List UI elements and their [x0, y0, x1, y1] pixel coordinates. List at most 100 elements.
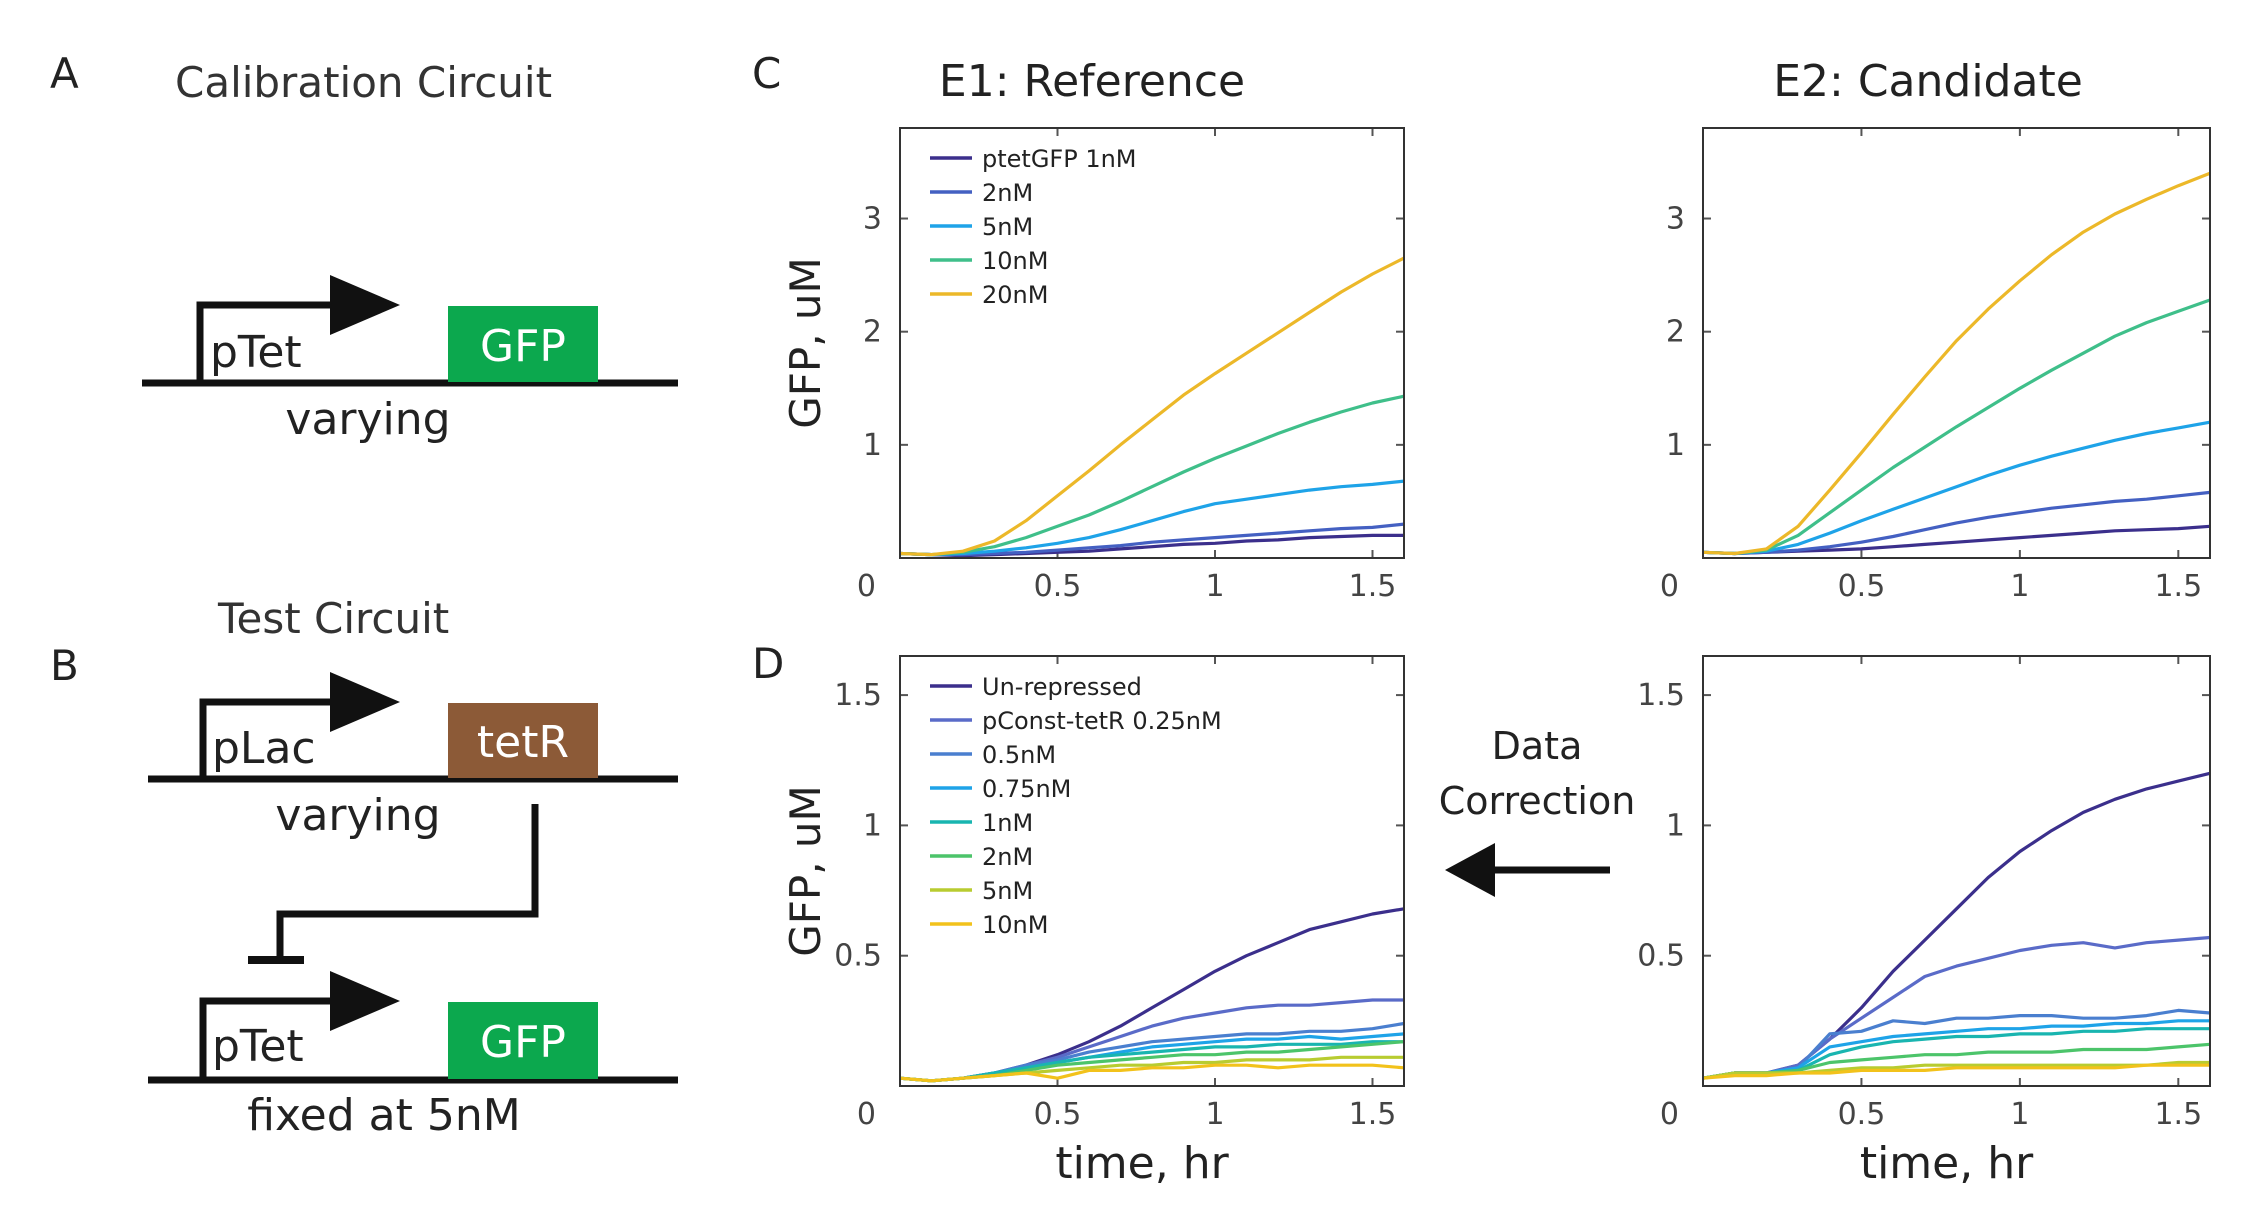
left-arrow-icon [1445, 843, 1495, 897]
series-line [899, 394, 1405, 557]
series-line [1702, 171, 2211, 556]
legend-entry: 20nM [982, 281, 1048, 309]
gene-box [448, 306, 598, 382]
series-line [1702, 298, 2211, 556]
chart-d-candidate: 0.5 1 1.5 0.5 1 1.5 0 time, hr [1637, 655, 2211, 1189]
gene-label-2: GFP [480, 1017, 566, 1068]
series-line [899, 256, 1405, 557]
gene-label: GFP [480, 321, 566, 372]
x-tick-label: 1.5 [2154, 1097, 2202, 1132]
origin-tick-label: 0 [1660, 569, 1679, 604]
series-line [899, 1063, 1405, 1083]
chart-c-reference: 0.5 1 1.5 1 2 3 0 GFP, uM ptetGFP 1nM 2nM 5nM 10nM 2… [781, 127, 1405, 604]
correction-line-1: Data [1492, 724, 1583, 768]
y-tick-label: 1 [1666, 808, 1685, 843]
series-line [899, 522, 1405, 557]
dna-caption-2: fixed at 5nM [247, 1090, 520, 1141]
y-tick-label: 3 [863, 202, 882, 237]
y-tick-label: 1 [863, 428, 882, 463]
origin-tick-label: 0 [1660, 1097, 1679, 1132]
x-tick-label: 1.5 [2154, 569, 2202, 604]
x-tick-label: 1 [1205, 569, 1224, 604]
legend-entry: 1nM [982, 809, 1033, 837]
y-tick-label: 1 [1666, 428, 1685, 463]
x-tick-label: 1 [2010, 569, 2029, 604]
y-tick-label: 2 [863, 315, 882, 350]
series-line [899, 907, 1405, 1083]
panel-b-letter: B [50, 641, 79, 690]
legend-entry: Un-repressed [982, 673, 1142, 701]
panel-d-letter: D [752, 639, 784, 688]
series-line [899, 479, 1405, 557]
promoter-arrow-icon [199, 997, 338, 1080]
legend-entry: 2nM [982, 179, 1033, 207]
series-line [899, 1040, 1404, 1083]
series-line [1702, 1042, 2211, 1080]
panel-a: A Calibration Circuit pTet GFP varying [50, 49, 678, 445]
y-tick-label: 0.5 [1637, 939, 1685, 974]
x-tick-label: 1 [2010, 1097, 2029, 1132]
axes-frame [1702, 127, 2211, 559]
legend-entry: 5nM [982, 877, 1033, 905]
y-tick-label: 2 [1666, 315, 1685, 350]
promoter-label-2: pTet [212, 1021, 304, 1072]
panel-a-letter: A [50, 49, 79, 98]
y-tick-label: 1 [863, 808, 882, 843]
legend-entry: 0.5nM [982, 741, 1056, 769]
gene-label-1: tetR [477, 717, 569, 768]
panel-b: B Test Circuit pLac tetR varying pTet GF… [50, 594, 678, 1141]
y-tick-label: 1.5 [834, 678, 882, 713]
dna-caption-1: varying [275, 790, 440, 841]
column-title-candidate: E2: Candidate [1773, 56, 2083, 107]
x-tick-label: 1.5 [1349, 569, 1397, 604]
y-axis-label: GFP, uM [781, 257, 830, 429]
x-tick-label: 1 [1205, 1097, 1224, 1132]
promoter-arrow-icon [196, 301, 338, 383]
legend-entry: 10nM [982, 911, 1048, 939]
axes-frame [899, 655, 1405, 1087]
origin-tick-label: 0 [857, 569, 876, 604]
x-tick-label: 0.5 [1034, 1097, 1082, 1132]
repression-arc [276, 804, 539, 958]
y-tick-label: 3 [1666, 202, 1685, 237]
series-line [1702, 1019, 2210, 1080]
x-tick-label: 0.5 [1838, 569, 1886, 604]
axes-frame [1702, 655, 2211, 1087]
promoter-label-1: pLac [212, 723, 316, 774]
series-line [1702, 490, 2211, 556]
origin-tick-label: 0 [857, 1097, 876, 1132]
axes-frame [899, 127, 1405, 559]
series-line [1702, 935, 2211, 1080]
promoter-label: pTet [210, 327, 302, 378]
arrowhead-icon [330, 275, 400, 335]
legend-entry: 0.75nM [982, 775, 1071, 803]
series-line [1702, 420, 2211, 556]
x-axis-label: time, hr [1055, 1138, 1229, 1189]
column-title-reference: E1: Reference [939, 56, 1245, 107]
legend-entry: pConst-tetR 0.25nM [982, 707, 1222, 735]
arrowhead-icon [330, 971, 400, 1031]
gene-box-1 [448, 703, 598, 778]
x-tick-label: 1.5 [1349, 1097, 1397, 1132]
panel-a-title: Calibration Circuit [175, 58, 552, 107]
chart-d-reference: 0.5 1 1.5 0.5 1 1.5 0 GFP, uM time, hr Un-repress… [781, 655, 1405, 1189]
promoter-arrow-icon [199, 698, 338, 779]
x-tick-label: 0.5 [1838, 1097, 1886, 1132]
panel-b-title: Test Circuit [217, 594, 449, 643]
gene-box-2 [448, 1002, 598, 1079]
x-tick-label: 0.5 [1034, 569, 1082, 604]
correction-line-2: Correction [1439, 779, 1636, 823]
legend-entry: 2nM [982, 843, 1033, 871]
data-correction: Data Correction [1439, 724, 1636, 897]
x-axis-label: time, hr [1860, 1138, 2034, 1189]
panel-c-letter: C [752, 49, 781, 98]
legend-entry: ptetGFP 1nM [982, 145, 1137, 173]
legend-entry: 10nM [982, 247, 1048, 275]
y-tick-label: 1.5 [1637, 678, 1685, 713]
series-line [1702, 1063, 2210, 1080]
legend-entry: 5nM [982, 213, 1033, 241]
arrowhead-icon [330, 672, 400, 732]
y-tick-label: 0.5 [834, 939, 882, 974]
y-axis-label: GFP, uM [781, 785, 830, 957]
